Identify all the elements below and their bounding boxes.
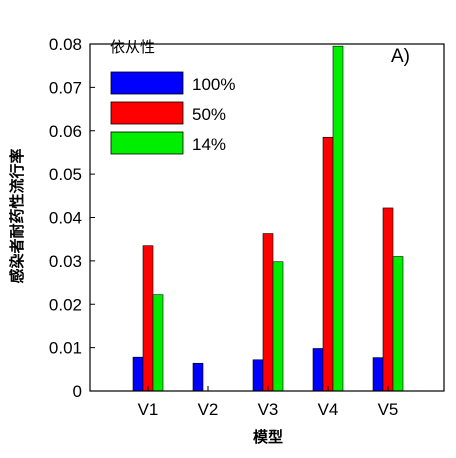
x-tick-label: V3 [258, 400, 279, 419]
y-tick-label: 0.06 [49, 122, 82, 141]
bar-14pct-V4 [332, 45, 344, 392]
bar-50pct-V3 [262, 233, 274, 392]
y-tick-label: 0 [73, 382, 82, 401]
bar-100pct-V3 [252, 359, 264, 392]
bar-50pct-V4 [322, 136, 334, 392]
y-axis-label: 感染者耐药性流行率 [8, 148, 26, 283]
legend-label: 100% [192, 75, 235, 94]
legend-swatch [110, 131, 184, 155]
legend: 依从性 100% 50% 14% [110, 39, 235, 155]
bar-100pct-V5 [372, 357, 384, 392]
panel-label: A) [391, 46, 410, 67]
x-tick-label: V2 [198, 400, 219, 419]
bar-100pct-V1 [132, 356, 144, 392]
legend-label: 14% [192, 135, 226, 154]
legend-label: 50% [192, 105, 226, 124]
bar-50pct-V5 [382, 207, 394, 392]
bar-14pct-V5 [392, 256, 404, 392]
y-axis: 0 0.01 0.02 0.03 0.04 0.05 0.06 0.07 0.08 [49, 35, 95, 401]
x-tick-label: V4 [318, 400, 339, 419]
bars-layer [132, 45, 404, 392]
x-tick-label: V1 [138, 400, 159, 419]
x-axis: V1 V2 V3 V4 V5 [138, 386, 399, 419]
y-tick-label: 0.05 [49, 165, 82, 184]
y-tick-label: 0.03 [49, 252, 82, 271]
x-tick-label: V5 [378, 400, 399, 419]
y-tick-label: 0.01 [49, 339, 82, 358]
y-tick-label: 0.04 [49, 209, 82, 228]
legend-title: 依从性 [110, 39, 155, 56]
bar-14pct-V3 [272, 261, 284, 392]
legend-swatch [110, 101, 184, 125]
bar-14pct-V1 [152, 294, 164, 392]
y-tick-label: 0.08 [49, 35, 82, 54]
bar-100pct-V4 [312, 348, 324, 392]
legend-swatch [110, 71, 184, 95]
bar-100pct-V2 [192, 362, 204, 392]
x-axis-label: 模型 [253, 428, 283, 446]
y-tick-label: 0.02 [49, 295, 82, 314]
bar-50pct-V1 [142, 245, 154, 392]
y-tick-label: 0.07 [49, 78, 82, 97]
